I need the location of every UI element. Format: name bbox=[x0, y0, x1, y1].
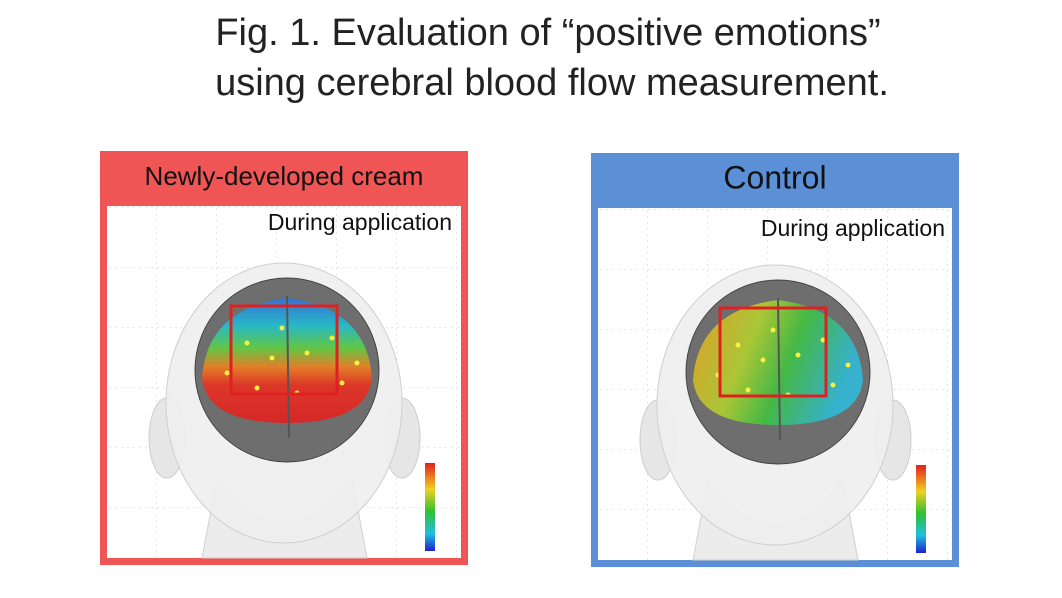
title-line: Fig. 1. Evaluation of “positive emotions… bbox=[215, 12, 880, 54]
brain-fissure bbox=[777, 297, 781, 441]
colorbar bbox=[425, 463, 435, 551]
sensor-dot bbox=[244, 340, 250, 346]
sensor-dot bbox=[735, 342, 741, 348]
panel: Control During application bbox=[591, 153, 959, 567]
sensor-dot bbox=[269, 355, 275, 361]
sensor-dot bbox=[329, 335, 335, 341]
sensor-dot bbox=[339, 380, 345, 386]
brain-fissure bbox=[286, 295, 290, 439]
sensor-dot bbox=[760, 357, 766, 363]
panel-label: Newly-developed cream bbox=[145, 161, 424, 191]
sensor-dot bbox=[354, 360, 360, 366]
roi-box bbox=[718, 306, 828, 398]
sensor-dot bbox=[770, 327, 776, 333]
panel: Newly-developed cream During application bbox=[100, 151, 468, 565]
panel-subtitle: During application bbox=[761, 215, 945, 241]
panel-subtitle: During application bbox=[268, 209, 452, 235]
sensor-dot bbox=[830, 382, 836, 388]
sensor-dot bbox=[254, 385, 260, 391]
sensor-dot bbox=[224, 370, 230, 376]
panel-label: Control bbox=[723, 159, 826, 195]
sensor-dot bbox=[820, 337, 826, 343]
sensor-dot bbox=[745, 387, 751, 393]
colorbar bbox=[916, 465, 926, 553]
sensor-dot bbox=[845, 362, 851, 368]
sensor-dot bbox=[795, 352, 801, 358]
title-line: using cerebral blood flow measurement. bbox=[215, 62, 889, 104]
sensor-dot bbox=[304, 350, 310, 356]
sensor-dot bbox=[279, 325, 285, 331]
roi-box bbox=[229, 304, 339, 396]
